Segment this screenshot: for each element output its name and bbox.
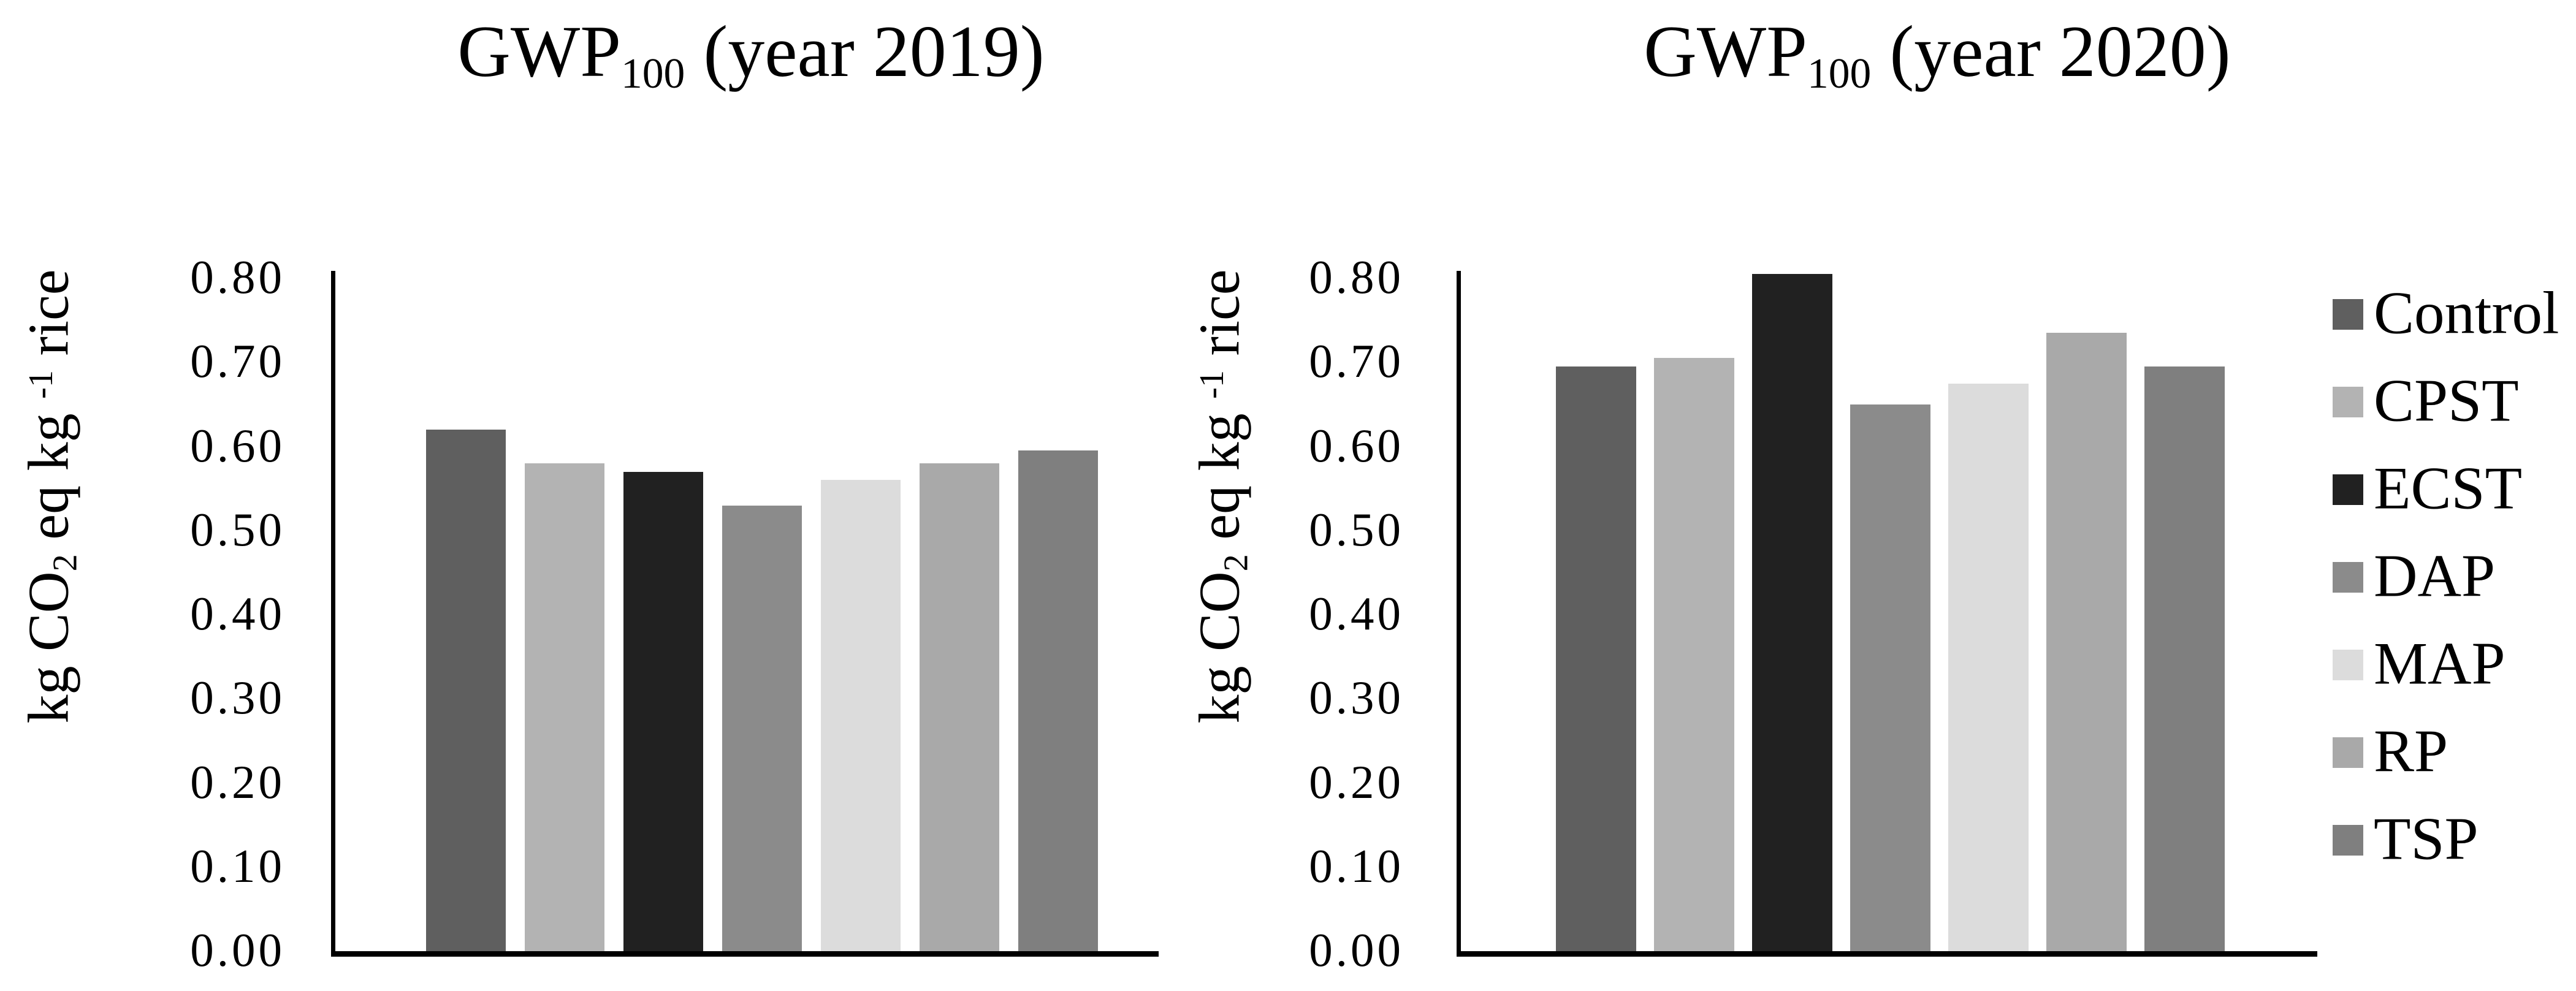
y-tick-label: 0.20 bbox=[1309, 755, 1404, 808]
title-text: GWP bbox=[457, 10, 621, 92]
x-axis-line bbox=[331, 951, 1159, 957]
legend-item-label: RP bbox=[2374, 718, 2448, 785]
y-tick-label: 0.10 bbox=[1309, 839, 1404, 892]
y-tick-label: 0.80 bbox=[1309, 250, 1404, 303]
y-tick-label: 0.60 bbox=[1309, 419, 1404, 472]
bar-map bbox=[821, 480, 901, 951]
y-tick-label: 0.10 bbox=[190, 839, 285, 892]
bar-tsp bbox=[1018, 450, 1098, 951]
y-tick-label: 0.70 bbox=[1309, 335, 1404, 388]
legend-swatch-dap bbox=[2333, 562, 2363, 593]
y-tick-label: 0.60 bbox=[190, 419, 285, 472]
legend-swatch-control bbox=[2333, 299, 2363, 330]
legend-item-label: ECST bbox=[2374, 455, 2523, 522]
legend-swatch-map bbox=[2333, 650, 2363, 680]
bar-rp bbox=[920, 463, 999, 951]
y-tick-label: 0.70 bbox=[190, 335, 285, 388]
y-tick-label: 0.80 bbox=[190, 250, 285, 303]
legend-swatch-rp bbox=[2333, 737, 2363, 768]
chart-title-2019: GWP100 (year 2019) bbox=[457, 9, 1044, 99]
y-tick-label: 0.50 bbox=[190, 503, 285, 556]
x-axis-line bbox=[1457, 951, 2317, 957]
legend-item-label: CPST bbox=[2374, 367, 2519, 435]
bar-dap bbox=[722, 506, 802, 951]
bar-rp bbox=[2046, 333, 2127, 951]
legend-item-label: DAP bbox=[2374, 542, 2496, 610]
bar-cpst bbox=[525, 463, 604, 951]
y-tick-label: 0.50 bbox=[1309, 503, 1404, 556]
y-tick-label: 0.40 bbox=[1309, 587, 1404, 640]
bar-control bbox=[426, 430, 506, 951]
title-text: GWP bbox=[1644, 10, 1807, 92]
y-tick-label: 0.40 bbox=[190, 587, 285, 640]
bar-dap bbox=[1850, 404, 1930, 951]
bar-control bbox=[1556, 366, 1636, 951]
y-tick-label: 0.30 bbox=[190, 671, 285, 724]
title-subscript: 100 bbox=[620, 50, 685, 98]
y-tick-label: 0.30 bbox=[1309, 671, 1404, 724]
title-subscript: 100 bbox=[1807, 50, 1872, 98]
bar-cpst bbox=[1654, 358, 1734, 951]
bar-tsp bbox=[2144, 366, 2225, 951]
bar-ecst bbox=[623, 472, 703, 951]
legend-item-label: Control bbox=[2374, 279, 2559, 347]
title-text: (year 2019) bbox=[685, 10, 1045, 92]
legend-item-label: MAP bbox=[2374, 630, 2506, 697]
legend-item-label: TSP bbox=[2374, 805, 2479, 873]
y-axis-line bbox=[331, 271, 335, 957]
legend-swatch-tsp bbox=[2333, 825, 2363, 856]
title-text: (year 2020) bbox=[1871, 10, 2231, 92]
y-tick-label: 0.00 bbox=[190, 923, 285, 976]
bar-map bbox=[1948, 384, 2029, 951]
legend-swatch-ecst bbox=[2333, 474, 2363, 505]
bar-ecst bbox=[1752, 274, 1832, 951]
y-tick-label: 0.00 bbox=[1309, 923, 1404, 976]
legend-swatch-cpst bbox=[2333, 387, 2363, 417]
y-axis-line bbox=[1457, 271, 1461, 957]
y-tick-label: 0.20 bbox=[190, 755, 285, 808]
chart-title-2020: GWP100 (year 2020) bbox=[1644, 9, 2230, 99]
